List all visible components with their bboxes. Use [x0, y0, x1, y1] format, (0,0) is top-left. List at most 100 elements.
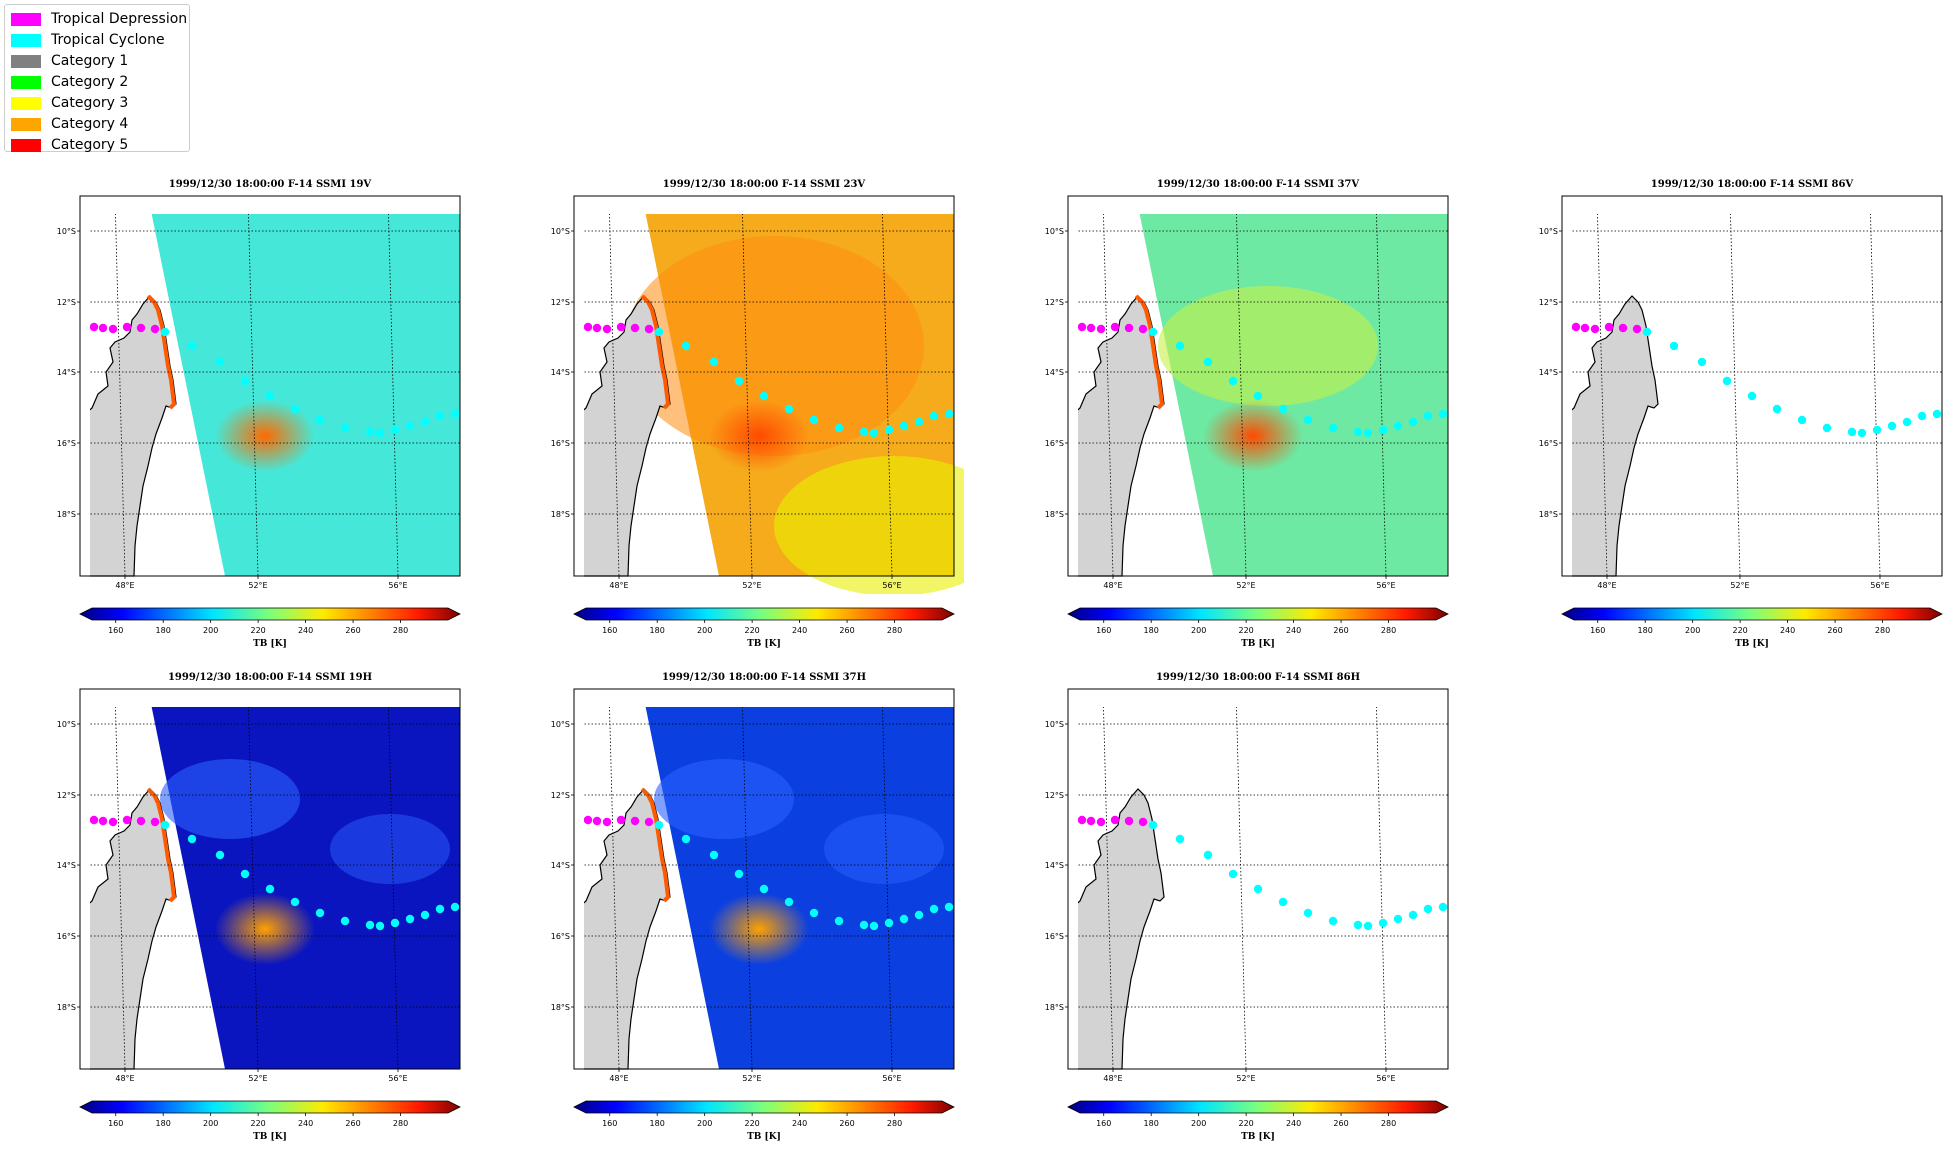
track-point-cyclone [1378, 918, 1388, 928]
colorbar-tick-label: 200 [697, 626, 712, 635]
legend-item-category-3: Category 3 [11, 94, 128, 112]
colorbar [1067, 607, 1449, 621]
colorbar-tick-label: 200 [1191, 626, 1206, 635]
tb-warm-region [1158, 286, 1378, 406]
tb-hotspot [215, 400, 315, 472]
longitude-gridline [1236, 214, 1247, 577]
plot-area [1572, 214, 1942, 577]
track-point-cyclone [1423, 904, 1433, 914]
longitude-tick-label: 56°E [1870, 581, 1889, 590]
madagascar-land [1078, 788, 1165, 1070]
track-point-cyclone [365, 427, 375, 437]
colorbar [573, 607, 955, 621]
track-point-cyclone [1722, 376, 1732, 386]
plot-area [584, 214, 964, 594]
track-point-depression [1078, 815, 1087, 825]
longitude-tick-label: 48°E [609, 1074, 628, 1083]
latitude-tick-label: 10°S [57, 227, 76, 236]
longitude-tick-label: 48°E [1103, 1074, 1122, 1083]
colorbar-tick-label: 280 [1381, 626, 1396, 635]
colorbar-tick-label: 260 [1827, 626, 1842, 635]
track-point-cyclone [1438, 409, 1448, 419]
latitude-tick-label: 12°S [1539, 298, 1558, 307]
track-point-cyclone [1228, 869, 1238, 879]
track-point-cyclone [365, 920, 375, 930]
latitude-tick-label: 12°S [551, 791, 570, 800]
legend-swatch [11, 33, 41, 47]
panel-title: 1999/12/30 18:00:00 F-14 SSMI 23V [663, 179, 866, 190]
colorbar-label: TB [K] [253, 639, 287, 649]
legend-swatch [11, 54, 41, 68]
map-panel-86v: 1999/12/30 18:00:00 F-14 SSMI 86V 10°S 12°… [1539, 179, 1943, 649]
legend-item-category-2: Category 2 [11, 73, 128, 91]
track-point-depression [602, 817, 612, 827]
track-point-cyclone [187, 341, 197, 351]
colorbar-tick-label: 180 [650, 626, 665, 635]
track-point-depression [1096, 817, 1106, 827]
colorbar-tick-label: 160 [602, 1119, 617, 1128]
latitude-tick-label: 14°S [1539, 368, 1558, 377]
tb-warm-region [624, 236, 924, 456]
track-point-cyclone [1278, 897, 1288, 907]
madagascar-land [584, 788, 671, 1070]
track-point-cyclone [1363, 428, 1373, 438]
track-point-cyclone [809, 415, 819, 425]
track-point-cyclone [899, 914, 909, 924]
track-point-cyclone [1253, 884, 1263, 894]
colorbar-tick-label: 160 [1590, 626, 1605, 635]
panel-title: 1999/12/30 18:00:00 F-14 SSMI 86V [1651, 179, 1854, 190]
track-point-cyclone [265, 884, 275, 894]
plot-frame [1067, 195, 1449, 577]
colorbar-tick-label: 260 [839, 626, 854, 635]
track-point-depression [136, 816, 146, 826]
latitude-tick-label: 14°S [57, 368, 76, 377]
track-point-cyclone [1872, 425, 1882, 435]
track-point-depression [1086, 323, 1096, 333]
track-point-cyclone [375, 428, 385, 438]
latitude-tick-label: 18°S [57, 1003, 76, 1012]
legend-item-tropical-cyclone: Tropical Cyclone [11, 31, 165, 49]
longitude-gridline [248, 214, 259, 577]
latitude-tick-label: 10°S [1045, 720, 1064, 729]
tb-moist-region [330, 814, 450, 884]
track-point-cyclone [1797, 415, 1807, 425]
longitude-tick-label: 56°E [1376, 581, 1395, 590]
map-panel-23v: 1999/12/30 18:00:00 F-14 SSMI 23V 10°S 12°… [551, 179, 964, 649]
track-point-cyclone [1423, 411, 1433, 421]
colorbar-tick-label: 160 [602, 626, 617, 635]
longitude-tick-label: 48°E [1597, 581, 1616, 590]
track-point-cyclone [759, 391, 769, 401]
longitude-gridline [388, 214, 399, 577]
colorbar-tick-label: 200 [203, 1119, 218, 1128]
track-point-depression [1124, 323, 1134, 333]
colorbar-tick-label: 260 [345, 1119, 360, 1128]
track-point-depression [98, 816, 108, 826]
track-point-depression [1086, 816, 1096, 826]
track-point-cyclone [1887, 421, 1897, 431]
track-point-cyclone [1822, 423, 1832, 433]
latitude-tick-label: 10°S [551, 227, 570, 236]
track-point-cyclone [1278, 404, 1288, 414]
colorbar-tick-label: 280 [887, 1119, 902, 1128]
longitude-tick-label: 52°E [1730, 581, 1749, 590]
track-point-cyclone [405, 421, 415, 431]
longitude-gridline [388, 707, 399, 1070]
legend-item-category-5: Category 5 [11, 136, 128, 154]
track-point-cyclone [734, 869, 744, 879]
panel-title: 1999/12/30 18:00:00 F-14 SSMI 86H [1156, 672, 1360, 683]
track-point-cyclone [784, 404, 794, 414]
longitude-gridline [1597, 214, 1608, 577]
latitude-tick-label: 10°S [1539, 227, 1558, 236]
longitude-gridline [1103, 707, 1114, 1070]
track-point-depression [1078, 322, 1087, 332]
latitude-tick-label: 16°S [551, 439, 570, 448]
track-point-cyclone [1203, 850, 1213, 860]
longitude-tick-label: 52°E [742, 1074, 761, 1083]
colorbar-tick-label: 160 [108, 1119, 123, 1128]
colorbar-label: TB [K] [1735, 639, 1769, 649]
colorbar-tick-label: 180 [1638, 626, 1653, 635]
track-point-cyclone [899, 421, 909, 431]
track-point-cyclone [187, 834, 197, 844]
longitude-gridline [1870, 214, 1881, 577]
track-point-depression [644, 324, 654, 334]
